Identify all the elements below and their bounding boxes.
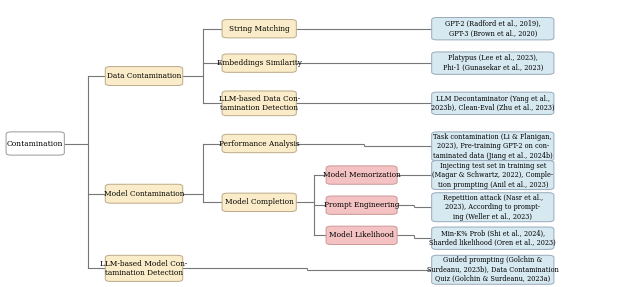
Text: Platypus (Lee et al., 2023),
Phi-1 (Gunasekar et al., 2023): Platypus (Lee et al., 2023), Phi-1 (Guna… <box>443 55 543 72</box>
Text: LLM-based Model Con-
tamination Detection: LLM-based Model Con- tamination Detectio… <box>100 260 188 277</box>
Text: Prompt Engineering: Prompt Engineering <box>324 201 399 209</box>
FancyBboxPatch shape <box>326 196 397 214</box>
Text: Task contamination (Li & Flanigan,
2023), Pre-training GPT-2 on con-
taminated d: Task contamination (Li & Flanigan, 2023)… <box>433 133 553 160</box>
FancyBboxPatch shape <box>432 193 554 222</box>
Text: Data Contamination: Data Contamination <box>107 72 181 80</box>
FancyBboxPatch shape <box>432 52 554 74</box>
FancyBboxPatch shape <box>326 226 397 245</box>
FancyBboxPatch shape <box>432 227 554 249</box>
Text: Model Completion: Model Completion <box>225 198 294 206</box>
Text: Embeddings Similarity: Embeddings Similarity <box>217 59 301 67</box>
Text: Model Likelihood: Model Likelihood <box>329 231 394 239</box>
FancyBboxPatch shape <box>222 91 296 116</box>
FancyBboxPatch shape <box>222 54 296 72</box>
Text: Contamination: Contamination <box>7 139 63 148</box>
FancyBboxPatch shape <box>105 255 183 281</box>
FancyBboxPatch shape <box>105 184 183 203</box>
FancyBboxPatch shape <box>326 166 397 184</box>
Text: Model Contamination: Model Contamination <box>104 190 184 198</box>
FancyBboxPatch shape <box>432 161 554 189</box>
FancyBboxPatch shape <box>222 193 296 212</box>
Text: Min-K% Prob (Shi et al., 2024),
Sharded likelihood (Oren et al., 2023): Min-K% Prob (Shi et al., 2024), Sharded … <box>429 230 556 247</box>
FancyBboxPatch shape <box>222 20 296 38</box>
Text: Guided prompting (Golchin &
Surdeanu, 2023b), Data Contamination
Quiz (Golchin &: Guided prompting (Golchin & Surdeanu, 20… <box>427 256 559 283</box>
Text: Model Memorization: Model Memorization <box>323 171 401 179</box>
Text: GPT-2 (Radford et al., 2019),
GPT-3 (Brown et al., 2020): GPT-2 (Radford et al., 2019), GPT-3 (Bro… <box>445 20 541 37</box>
Text: LLM Decontaminator (Yang et al.,
2023b), Clean-Eval (Zhu et al., 2023): LLM Decontaminator (Yang et al., 2023b),… <box>431 95 555 112</box>
FancyBboxPatch shape <box>105 67 183 86</box>
Text: Repetition attack (Nasr et al.,
2023), According to prompt-
ing (Weller et al., : Repetition attack (Nasr et al., 2023), A… <box>443 194 543 221</box>
FancyBboxPatch shape <box>432 255 554 284</box>
Text: Performance Analysis: Performance Analysis <box>219 139 300 148</box>
FancyBboxPatch shape <box>432 92 554 115</box>
Text: LLM-based Data Con-
tamination Detection: LLM-based Data Con- tamination Detection <box>219 95 300 112</box>
Text: String Matching: String Matching <box>229 25 289 33</box>
FancyBboxPatch shape <box>222 134 296 153</box>
FancyBboxPatch shape <box>432 18 554 40</box>
FancyBboxPatch shape <box>6 132 65 155</box>
Text: Injecting test set in training set
(Magar & Schwartz, 2022), Comple-
tion prompt: Injecting test set in training set (Maga… <box>432 162 554 189</box>
FancyBboxPatch shape <box>432 132 554 161</box>
